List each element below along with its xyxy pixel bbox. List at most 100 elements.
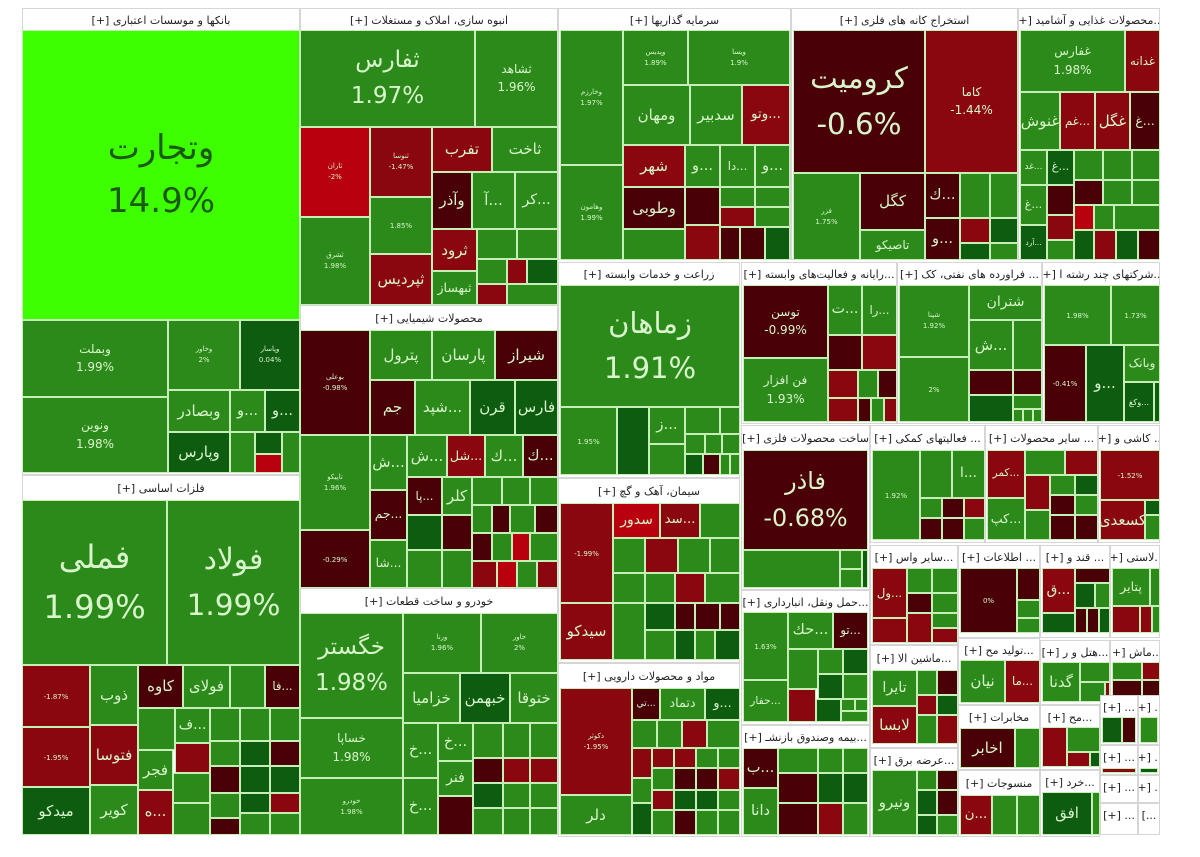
stock-tile[interactable] xyxy=(472,505,492,533)
stock-tile[interactable] xyxy=(173,773,210,803)
stock-tile[interactable]: -1.99% xyxy=(560,503,613,603)
stock-tile[interactable]: فولای xyxy=(183,665,230,708)
sector-title[interactable]: ...لاستی [+] xyxy=(1111,551,1159,564)
sector-title[interactable]: بانکها و موسسات اعتباری [+] xyxy=(91,13,231,27)
stock-tile[interactable] xyxy=(1050,495,1075,515)
stock-tile[interactable]: 1.98% xyxy=(1044,285,1111,345)
stock-tile[interactable] xyxy=(907,593,932,613)
stock-tile[interactable] xyxy=(530,723,558,758)
stock-tile[interactable]: ...ز xyxy=(649,407,685,444)
stock-tile[interactable] xyxy=(843,773,868,803)
stock-tile[interactable] xyxy=(755,207,790,227)
stock-tile[interactable] xyxy=(282,432,300,473)
stock-tile[interactable] xyxy=(477,259,507,284)
stock-tile[interactable]: تایرا xyxy=(872,670,917,706)
stock-tile[interactable] xyxy=(649,444,685,475)
stock-tile[interactable] xyxy=(613,573,645,603)
stock-tile[interactable]: فارس xyxy=(515,380,558,435)
stock-tile[interactable] xyxy=(407,550,442,588)
stock-tile[interactable] xyxy=(743,550,840,588)
sector-title[interactable]: ... کاشی و [+] xyxy=(1099,432,1159,445)
stock-tile[interactable] xyxy=(472,477,502,505)
stock-tile[interactable] xyxy=(1017,795,1040,835)
stock-tile[interactable] xyxy=(685,434,705,454)
sector-title[interactable]: ... [+] xyxy=(1103,808,1135,822)
stock-tile[interactable]: ...ك xyxy=(925,173,960,218)
stock-tile[interactable] xyxy=(1075,495,1098,515)
stock-tile[interactable] xyxy=(937,670,958,695)
stock-tile[interactable]: اخابر xyxy=(960,728,1015,768)
stock-tile[interactable] xyxy=(503,808,530,835)
stock-tile[interactable]: ...شپد xyxy=(415,380,470,435)
stock-tile[interactable] xyxy=(652,768,674,790)
stock-tile[interactable]: ...ش xyxy=(969,320,1013,370)
stock-tile[interactable] xyxy=(1080,662,1110,682)
sector-title[interactable]: ...شرکتهای چند رشته ا [+] xyxy=(1043,268,1159,281)
stock-tile[interactable] xyxy=(720,454,730,475)
stock-tile[interactable] xyxy=(407,515,442,550)
stock-tile[interactable] xyxy=(828,370,858,398)
stock-tile[interactable] xyxy=(1074,205,1094,230)
stock-tile[interactable]: ...حفار xyxy=(743,680,788,722)
stock-tile[interactable] xyxy=(1017,600,1040,618)
stock-tile[interactable] xyxy=(1013,370,1042,395)
stock-tile[interactable] xyxy=(1075,475,1098,495)
stock-tile[interactable] xyxy=(1075,568,1110,583)
stock-tile[interactable]: ...ش xyxy=(370,435,407,490)
stock-tile[interactable] xyxy=(270,793,300,813)
stock-tile[interactable] xyxy=(818,674,843,699)
stock-tile[interactable] xyxy=(1138,230,1160,260)
stock-tile[interactable]: ثبهساز xyxy=(432,271,477,305)
stock-tile[interactable] xyxy=(1150,568,1160,606)
sector-title[interactable]: ...حمل ونقل، انبارداری [+] xyxy=(742,595,869,609)
stock-tile[interactable] xyxy=(270,741,300,766)
stock-tile[interactable]: وخاور 2% xyxy=(168,320,240,390)
stock-tile[interactable] xyxy=(255,432,282,454)
stock-tile[interactable] xyxy=(730,454,740,475)
stock-tile[interactable] xyxy=(858,370,878,398)
stock-tile[interactable] xyxy=(937,815,958,835)
stock-tile[interactable]: ...خ xyxy=(403,778,438,835)
stock-tile[interactable] xyxy=(1099,608,1110,633)
stock-tile[interactable] xyxy=(492,505,510,533)
stock-tile[interactable] xyxy=(1033,409,1042,422)
stock-tile[interactable]: -1.95% xyxy=(22,727,90,787)
stock-tile[interactable]: 1.73% xyxy=(1111,285,1160,345)
stock-tile[interactable] xyxy=(632,803,652,835)
sector-title[interactable]: ... فراورده های نفتی، کک [+] xyxy=(900,268,1039,281)
stock-tile[interactable]: خزامیا xyxy=(403,673,460,723)
sector-title[interactable]: فلزات اساسی [+] xyxy=(117,482,205,495)
stock-tile[interactable] xyxy=(1114,205,1160,230)
stock-tile[interactable] xyxy=(1154,382,1160,422)
stock-tile[interactable] xyxy=(841,699,855,711)
stock-tile[interactable]: ...و xyxy=(705,688,740,720)
stock-tile[interactable] xyxy=(652,810,674,835)
stock-tile[interactable] xyxy=(932,613,958,628)
stock-tile[interactable] xyxy=(682,720,707,748)
stock-tile[interactable] xyxy=(674,768,696,790)
stock-tile[interactable] xyxy=(1050,475,1075,495)
stock-tile[interactable] xyxy=(1102,768,1136,773)
stock-tile[interactable] xyxy=(1132,180,1160,205)
stock-tile[interactable] xyxy=(718,790,740,810)
stock-tile[interactable] xyxy=(1080,682,1105,702)
stock-tile[interactable]: کویر xyxy=(90,785,138,835)
stock-tile[interactable] xyxy=(917,695,937,715)
stock-tile[interactable] xyxy=(442,515,472,550)
stock-tile[interactable]: پارسان xyxy=(432,330,495,380)
stock-tile[interactable] xyxy=(477,284,507,305)
stock-tile[interactable] xyxy=(685,407,720,434)
sector-title[interactable]: ساخت محصولات فلزی [+] xyxy=(742,432,869,445)
stock-tile[interactable] xyxy=(1145,515,1160,540)
stock-tile[interactable] xyxy=(1015,728,1040,768)
stock-tile[interactable] xyxy=(530,758,558,783)
stock-tile[interactable] xyxy=(907,613,932,643)
stock-tile[interactable]: غگل xyxy=(1095,92,1130,150)
stock-tile[interactable]: وبانک xyxy=(1124,345,1160,382)
stock-tile[interactable] xyxy=(1042,727,1067,767)
stock-tile[interactable] xyxy=(1122,717,1136,743)
stock-tile[interactable] xyxy=(1013,320,1042,370)
stock-tile[interactable] xyxy=(210,793,240,818)
stock-tile[interactable] xyxy=(818,649,843,674)
stock-tile[interactable] xyxy=(530,808,558,835)
